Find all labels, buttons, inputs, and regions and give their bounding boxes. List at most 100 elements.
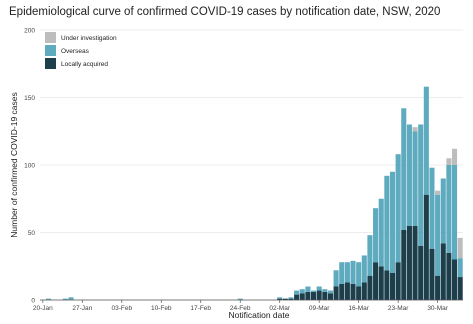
- y-axis-title: Number of confirmed COVID-19 cases: [9, 92, 19, 238]
- bar-segment: [305, 291, 311, 300]
- bar-segment: [406, 225, 412, 300]
- bar-segment: [344, 282, 350, 300]
- bar-segment: [299, 293, 305, 300]
- bar-segment: [305, 286, 311, 292]
- bar-segment: [429, 248, 435, 300]
- bar-segment: [395, 262, 401, 300]
- bar-segment: [401, 108, 407, 230]
- bar-segment: [378, 198, 384, 267]
- bar-segment: [395, 154, 401, 263]
- bar-segment: [299, 289, 305, 294]
- bar-segment: [327, 290, 333, 294]
- legend-swatch: [45, 45, 56, 56]
- bar-segment: [446, 252, 452, 300]
- bar-segment: [378, 266, 384, 300]
- x-tick-label: 27-Jan: [72, 305, 92, 312]
- bar-segment: [435, 190, 441, 195]
- bar-segment: [316, 286, 322, 291]
- bar-segment: [435, 194, 441, 276]
- bar-segment: [418, 246, 424, 300]
- bars: [45, 86, 463, 300]
- bar-segment: [418, 124, 424, 246]
- legend: Under investigation Overseas Locally acqui…: [45, 32, 117, 69]
- bar-segment: [277, 298, 283, 300]
- bar-segment: [440, 243, 446, 300]
- bar-segment: [367, 275, 373, 300]
- bar-segment: [384, 175, 390, 271]
- bar-segment: [282, 298, 288, 300]
- legend-label: Under investigation: [61, 35, 117, 42]
- y-tick-label: 50: [28, 230, 36, 237]
- bar-segment: [457, 258, 463, 278]
- legend-swatch: [45, 58, 56, 69]
- bar-segment: [452, 165, 458, 260]
- y-tick-label: 100: [24, 162, 35, 169]
- bar-segment: [412, 131, 418, 226]
- bar-segment: [344, 262, 350, 283]
- bar-segment: [412, 127, 418, 132]
- bar-segment: [356, 286, 362, 300]
- x-tick-label: 16-Mar: [348, 305, 369, 312]
- bar-segment: [311, 290, 317, 292]
- y-tick-label: 150: [24, 95, 35, 102]
- x-axis-ticks: 20-Jan 27-Jan 03-Feb 10-Feb 17-Feb 24-Feb 02-M…: [33, 300, 449, 312]
- bar-segment: [389, 273, 396, 300]
- x-tick-label: 23-Mar: [388, 305, 409, 312]
- x-tick-label: 03-Feb: [111, 305, 132, 312]
- bar-segment: [339, 283, 345, 300]
- bar-segment: [412, 225, 418, 300]
- x-tick-label: 24-Feb: [230, 305, 251, 312]
- bar-segment: [401, 229, 407, 300]
- bar-segment: [316, 290, 322, 300]
- bar-segment: [333, 270, 339, 287]
- x-tick-label: 09-Mar: [309, 305, 330, 312]
- x-tick-label: 30-Mar: [427, 305, 448, 312]
- bar-segment: [446, 165, 452, 253]
- bar-segment: [327, 293, 333, 300]
- bar-segment: [333, 286, 339, 300]
- x-tick-label: 20-Jan: [33, 305, 53, 312]
- bar-segment: [350, 260, 356, 284]
- bar-segment: [446, 158, 452, 165]
- bar-segment: [237, 298, 243, 300]
- bar-segment: [361, 282, 367, 300]
- legend-label: Overseas: [61, 48, 90, 55]
- bar-segment: [373, 208, 379, 263]
- bar-segment: [457, 277, 463, 300]
- bar-segment: [356, 262, 362, 287]
- bar-segment: [452, 148, 458, 165]
- bar-segment: [294, 294, 300, 300]
- bar-segment: [440, 178, 446, 244]
- x-tick-label: 10-Feb: [151, 305, 172, 312]
- bar-segment: [423, 86, 429, 195]
- y-tick-label: 200: [24, 27, 35, 34]
- bar-segment: [62, 298, 68, 300]
- bar-segment: [423, 194, 429, 300]
- legend-swatch: [45, 32, 56, 43]
- bar-segment: [457, 237, 463, 259]
- bar-segment: [322, 291, 328, 300]
- y-tick-label: 0: [31, 297, 35, 304]
- bar-segment: [429, 167, 435, 249]
- bar-segment: [311, 291, 317, 300]
- bar-segment: [435, 275, 441, 300]
- bar-segment: [294, 290, 300, 295]
- bar-segment: [277, 297, 283, 299]
- x-tick-label: 17-Feb: [190, 305, 211, 312]
- y-axis-ticks: 0 50 100 150 200: [24, 27, 35, 304]
- bar-segment: [339, 262, 345, 284]
- bar-segment: [373, 262, 379, 300]
- bar-segment: [406, 124, 412, 226]
- bar-segment: [45, 298, 51, 300]
- bar-segment: [384, 270, 390, 300]
- bar-segment: [452, 259, 458, 300]
- bar-segment: [361, 255, 367, 283]
- bar-segment: [322, 289, 328, 292]
- x-tick-label: 02-Mar: [269, 305, 290, 312]
- bar-segment: [288, 297, 294, 299]
- bar-segment: [288, 298, 294, 300]
- bar-segment: [350, 283, 356, 300]
- bar-segment: [389, 171, 396, 273]
- chart-title: Epidemiological curve of confirmed COVID…: [9, 6, 440, 18]
